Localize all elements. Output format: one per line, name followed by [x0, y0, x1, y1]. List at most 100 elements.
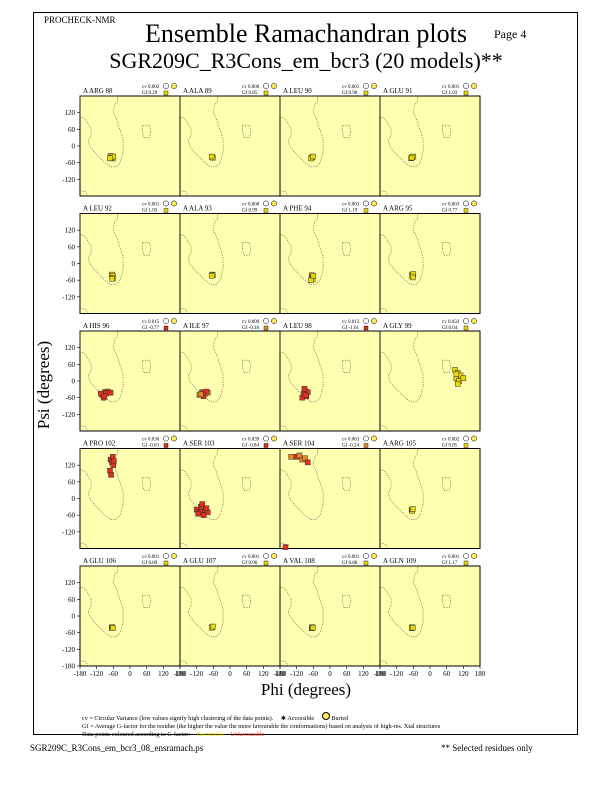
data-point	[460, 375, 467, 381]
x-tick-label: 180	[275, 670, 286, 678]
cv-value: cv 0.001	[142, 203, 160, 208]
burial-icon	[271, 83, 277, 89]
panel-20	[379, 565, 481, 667]
accessibility-icon	[363, 200, 369, 207]
cv-value: cv 0.009	[242, 320, 260, 325]
y-tick-label: -60	[66, 159, 76, 167]
y-tick-label: 0	[72, 378, 76, 386]
allowed-region-3	[379, 307, 389, 314]
file-name: SGR209C_R3Cons_em_bcr3_08_ensramach.ps	[30, 743, 204, 753]
allowed-region-3	[279, 660, 289, 667]
data-point	[199, 501, 205, 507]
allowed-region-2	[342, 477, 352, 491]
y-tick-label: -120	[62, 411, 75, 419]
panel-14	[179, 448, 281, 549]
cv-value: cv 0.033	[442, 320, 460, 325]
y-tick-label: -60	[66, 277, 76, 285]
panel-18	[179, 565, 281, 667]
allowed-region-2	[242, 477, 252, 491]
data-point	[302, 392, 309, 398]
x-tick-label: 60	[243, 670, 251, 678]
y-tick-label: 60	[68, 243, 76, 251]
allowed-region-3	[279, 425, 289, 432]
gf-value: Gf 0.85	[442, 444, 458, 449]
burial-icon	[271, 553, 277, 559]
allowed-region-3	[179, 307, 189, 314]
burial-icon	[371, 200, 377, 207]
allowed-region-1	[179, 448, 224, 520]
x-tick-label: 60	[443, 670, 451, 678]
cv-value: cv 0.001	[442, 85, 460, 90]
gf-value: Gf 0.64	[442, 326, 458, 331]
residue-label: A GLN 109	[383, 557, 417, 565]
y-tick-label: -60	[66, 512, 76, 520]
gf-swatch	[163, 208, 169, 213]
panel-19	[279, 565, 381, 667]
gf-swatch	[363, 90, 369, 96]
accessibility-icon	[263, 83, 269, 89]
allowed-region-3	[179, 660, 189, 667]
y-tick-label: 0	[72, 613, 76, 621]
burial-icon	[171, 318, 177, 324]
data-point	[282, 544, 289, 550]
allowed-region-1	[379, 330, 424, 403]
gf-swatch	[463, 325, 469, 331]
data-point	[107, 155, 113, 161]
y-axis-label: Psi (degrees)	[34, 340, 53, 430]
burial-icon	[271, 435, 277, 442]
x-tick-label: 180	[175, 670, 186, 678]
allowed-region-3	[79, 307, 89, 314]
burial-icon	[371, 318, 377, 324]
gf-value: Gf -0.18	[242, 326, 259, 331]
y-tick-label: 60	[68, 478, 76, 486]
residue-label: A VAL 108	[283, 557, 315, 565]
allowed-region-2	[442, 594, 452, 609]
panel-10	[179, 330, 281, 432]
x-tick-label: 120	[358, 670, 369, 678]
gf-value: Gf -1.01	[342, 326, 359, 331]
allowed-region-2	[242, 359, 252, 374]
selected-note: ** Selected residues only	[441, 743, 533, 753]
allowed-region-2	[442, 359, 452, 374]
cv-value: cv 0.003	[442, 203, 460, 208]
data-point	[455, 381, 461, 387]
gf-value: Gf 1.17	[442, 561, 458, 566]
data-point	[107, 389, 114, 396]
y-tick-label: -180	[62, 663, 75, 671]
accessibility-icon	[363, 318, 369, 324]
burial-icon	[171, 200, 177, 207]
accessibility-icon	[463, 200, 469, 207]
residue-label: A LEU 90	[283, 87, 312, 95]
gf-swatch	[463, 208, 469, 213]
burial-icon	[471, 83, 477, 89]
data-point	[208, 153, 215, 160]
y-tick-label: -120	[62, 176, 75, 184]
page-frame	[33, 12, 578, 735]
residue-label: A ARG 95	[383, 205, 413, 213]
residue-label: A HIS 96	[83, 322, 110, 330]
allowed-region-2	[342, 242, 352, 256]
gf-value: Gf 1.05	[142, 209, 158, 214]
cv-value: cv 0.001	[142, 555, 160, 560]
cv-value: cv 0.036	[142, 438, 160, 443]
accessibility-icon	[263, 435, 269, 442]
x-tick-label: 0	[128, 670, 132, 678]
panel-7	[279, 213, 381, 314]
allowed-region-1	[379, 213, 424, 285]
buried-icon	[321, 712, 330, 720]
allowed-region-3	[179, 425, 189, 432]
note-unfavourable: Unfavourable	[230, 731, 265, 738]
x-tick-label: -180	[74, 670, 87, 678]
accessibility-icon	[463, 83, 469, 89]
allowed-region-1	[179, 95, 224, 168]
residue-label: A LEU 92	[83, 205, 112, 213]
allowed-region-1	[279, 213, 324, 285]
residue-label: A ARG 105	[383, 440, 417, 448]
residue-label: A GLU 106	[83, 557, 117, 565]
gf-swatch	[163, 325, 169, 331]
data-point	[210, 623, 216, 630]
data-point	[410, 274, 416, 281]
legend-notes: cv = Circular Variance (low values signi…	[82, 712, 440, 739]
accessibility-icon	[163, 553, 169, 559]
